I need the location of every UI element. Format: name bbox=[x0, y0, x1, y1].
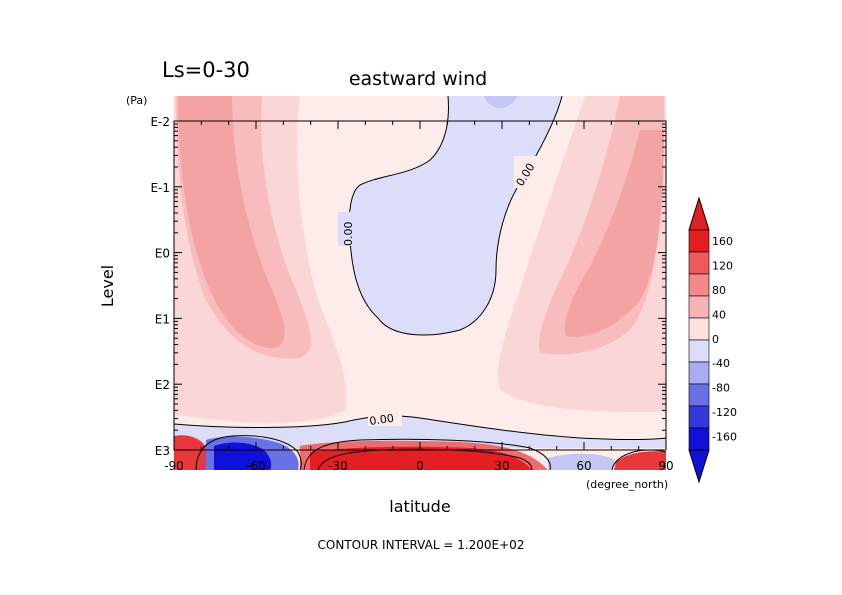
x-tick-label: -60 bbox=[246, 459, 266, 473]
colorbar-tick-label: 80 bbox=[712, 284, 726, 297]
colorbar-tick-label: 120 bbox=[712, 259, 733, 272]
x-tick-label: 30 bbox=[494, 459, 509, 473]
zero-contour-upper bbox=[348, 96, 563, 336]
colorbar-cell bbox=[688, 383, 710, 407]
colorbar-cell bbox=[688, 361, 710, 385]
colorbar-tick-label: 160 bbox=[712, 235, 733, 248]
colorbar-cell bbox=[688, 295, 710, 319]
left-jet-band-120 bbox=[178, 96, 285, 349]
y-tick-label: E0 bbox=[155, 247, 170, 261]
contour-label: 0.00 bbox=[369, 412, 395, 428]
contour-field bbox=[174, 96, 666, 470]
colorbar-cell bbox=[688, 339, 710, 363]
x-tick-label: 90 bbox=[658, 459, 673, 473]
lower-easterly-layer bbox=[174, 415, 666, 452]
zero-contour-lower bbox=[174, 415, 666, 440]
surface-westerly-left bbox=[174, 435, 211, 470]
colorbar-cell bbox=[688, 251, 710, 275]
right-jet-band-120 bbox=[564, 130, 664, 337]
y-tick-label: E-1 bbox=[150, 181, 170, 195]
y-tick-label: E1 bbox=[155, 312, 170, 326]
colorbar-cell bbox=[688, 405, 710, 429]
colorbar-top-arrow bbox=[688, 196, 710, 231]
x-axis-ticks: -90 -60 -30 0 30 60 90 bbox=[164, 121, 674, 473]
y-axis-ticks: E-2 E-1 E0 E1 E2 E3 bbox=[150, 115, 666, 458]
colorbar: 160 120 80 40 0 -40 -80 -120 -160 bbox=[688, 196, 737, 484]
surface-westerly-center-core bbox=[310, 446, 532, 470]
x-tick-label: -90 bbox=[164, 459, 184, 473]
colorbar-tick-label: -160 bbox=[712, 431, 737, 444]
surface-westerly-right bbox=[614, 451, 666, 470]
x-tick-label: 60 bbox=[576, 459, 591, 473]
contour-lines bbox=[174, 96, 666, 470]
contour-labels: 0.00 0.00 0.00 bbox=[338, 156, 542, 428]
colorbar-bottom-arrow bbox=[688, 449, 710, 484]
x-tick-label: 0 bbox=[416, 459, 424, 473]
x-unit-label: (degree_north) bbox=[586, 478, 668, 491]
colorbar-tick-label: 0 bbox=[712, 333, 719, 346]
contour-label: 0.00 bbox=[342, 222, 355, 247]
y-tick-label: E3 bbox=[155, 444, 170, 458]
equatorial-easterly-band bbox=[349, 96, 562, 335]
y-unit-label: (Pa) bbox=[126, 94, 147, 107]
chart-subtitle: Ls=0-30 bbox=[162, 58, 250, 82]
contour-interval-note: CONTOUR INTERVAL = 1.200E+02 bbox=[318, 538, 525, 552]
colorbar-tick-label: -120 bbox=[712, 406, 737, 419]
y-axis-title: Level bbox=[98, 265, 117, 307]
colorbar-cell bbox=[688, 317, 710, 341]
surface-contour-1 bbox=[195, 435, 302, 470]
y-tick-label: E-2 bbox=[150, 115, 170, 129]
colorbar-cell bbox=[688, 273, 710, 297]
y-tick-label: E2 bbox=[155, 378, 170, 392]
colorbar-tick-label: -80 bbox=[712, 382, 730, 395]
colorbar-cell bbox=[688, 427, 710, 451]
x-axis-title: latitude bbox=[389, 497, 450, 516]
colorbar-tick-label: -40 bbox=[712, 357, 730, 370]
colorbar-tick-label: 40 bbox=[712, 308, 726, 321]
chart-title: eastward wind bbox=[349, 68, 487, 90]
colorbar-cell bbox=[688, 229, 710, 253]
upper-easterly-core bbox=[484, 96, 518, 108]
surface-contour-2 bbox=[303, 438, 551, 470]
x-tick-label: -30 bbox=[328, 459, 348, 473]
surface-easterly-right bbox=[548, 453, 615, 470]
